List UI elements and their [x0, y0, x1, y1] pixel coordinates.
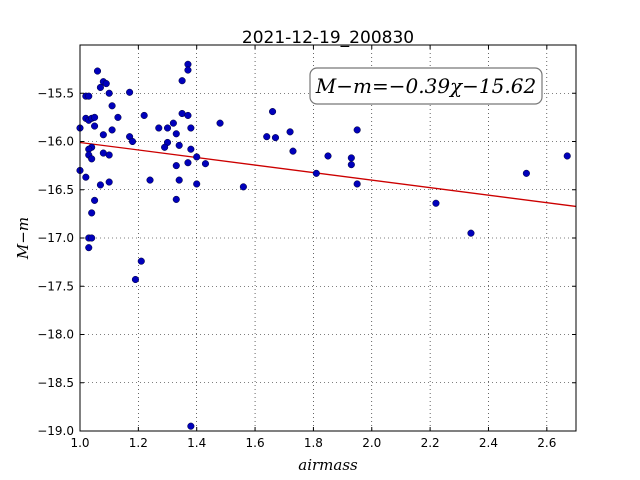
- x-tick-label: 2.0: [362, 436, 381, 450]
- data-point: [102, 80, 110, 88]
- data-point: [137, 257, 145, 265]
- x-tick-label: 1.4: [187, 436, 206, 450]
- data-point: [88, 155, 96, 163]
- data-point: [105, 151, 113, 159]
- data-points: [76, 60, 571, 430]
- data-point: [155, 124, 163, 132]
- data-point: [140, 111, 148, 119]
- y-tick-label: −17.0: [37, 231, 74, 245]
- data-point: [161, 143, 169, 151]
- data-point: [353, 126, 361, 134]
- data-point: [91, 196, 99, 204]
- data-point: [85, 244, 93, 252]
- data-point: [193, 153, 201, 161]
- equation-box-frame: [309, 67, 543, 105]
- data-point: [324, 152, 332, 160]
- data-point: [85, 92, 93, 100]
- data-point: [289, 147, 297, 155]
- data-point: [175, 176, 183, 184]
- data-point: [187, 145, 195, 153]
- data-point: [128, 137, 137, 146]
- data-point: [172, 162, 180, 170]
- data-point: [522, 169, 530, 177]
- data-point: [172, 195, 180, 203]
- fit-equation: M−m=−0.39χ−15.62: [315, 74, 536, 98]
- data-point: [91, 122, 99, 130]
- data-point: [108, 102, 116, 110]
- data-point: [88, 209, 96, 217]
- data-point: [172, 130, 180, 138]
- y-tick-label: −18.5: [37, 376, 74, 390]
- y-tick-label: −16.0: [37, 135, 74, 149]
- data-point: [312, 169, 320, 177]
- data-point: [93, 67, 102, 75]
- data-point: [184, 111, 192, 119]
- data-point: [99, 131, 107, 139]
- data-point: [126, 88, 134, 96]
- data-point: [146, 176, 154, 184]
- data-point: [178, 77, 186, 85]
- y-tick-label: −19.0: [37, 424, 74, 438]
- x-tick-label: 1.8: [304, 436, 323, 450]
- data-point: [105, 178, 113, 186]
- data-point: [131, 275, 139, 284]
- fit-line-layer: [79, 141, 577, 208]
- data-point: [187, 124, 195, 132]
- data-point: [263, 133, 271, 141]
- data-point: [82, 173, 90, 181]
- data-point: [353, 180, 361, 188]
- data-point: [193, 180, 201, 188]
- y-tick-label: −16.5: [37, 183, 74, 197]
- data-point: [184, 66, 192, 74]
- data-point: [105, 89, 113, 97]
- x-tick-label: 2.2: [421, 436, 440, 450]
- x-tick-label: 2.4: [479, 436, 498, 450]
- data-point: [563, 152, 571, 160]
- data-point: [467, 229, 475, 237]
- data-point: [114, 113, 122, 121]
- data-point: [169, 119, 177, 127]
- fit-line: [79, 141, 577, 208]
- data-point: [269, 108, 277, 116]
- data-point: [216, 119, 224, 127]
- y-tick-label: −18.0: [37, 328, 74, 342]
- y-tick-label: −17.5: [37, 279, 74, 293]
- x-axis-label: airmass: [298, 456, 358, 474]
- fit-equation-box: M−m=−0.39χ−15.62: [309, 67, 543, 105]
- data-point: [88, 234, 96, 242]
- x-tick-label: 2.6: [537, 436, 556, 450]
- data-point: [175, 141, 183, 149]
- data-point: [187, 422, 195, 430]
- data-point: [96, 83, 104, 92]
- data-point: [163, 124, 172, 132]
- data-point: [201, 160, 210, 168]
- y-axis-label: M−m: [14, 217, 32, 260]
- x-tick-label: 1.0: [70, 436, 89, 450]
- data-point: [432, 199, 440, 207]
- chart-title: 2021-12-19_200830: [242, 28, 414, 48]
- data-point: [96, 181, 104, 189]
- data-point: [108, 126, 116, 134]
- x-tick-label: 1.6: [246, 436, 265, 450]
- data-point: [347, 161, 355, 169]
- data-point: [239, 183, 247, 191]
- data-point: [271, 134, 280, 142]
- y-tick-label: −15.5: [37, 86, 74, 100]
- x-tick-label: 1.2: [129, 436, 148, 450]
- data-point: [184, 159, 192, 167]
- data-point: [91, 113, 99, 121]
- data-point: [347, 154, 355, 162]
- data-point: [286, 128, 294, 136]
- axis-ticks: 1.0 1.2 1.4 1.6 1.8 2.0 2.2 2.4 2.6 −15.5 −16.0 −16…: [37, 45, 576, 450]
